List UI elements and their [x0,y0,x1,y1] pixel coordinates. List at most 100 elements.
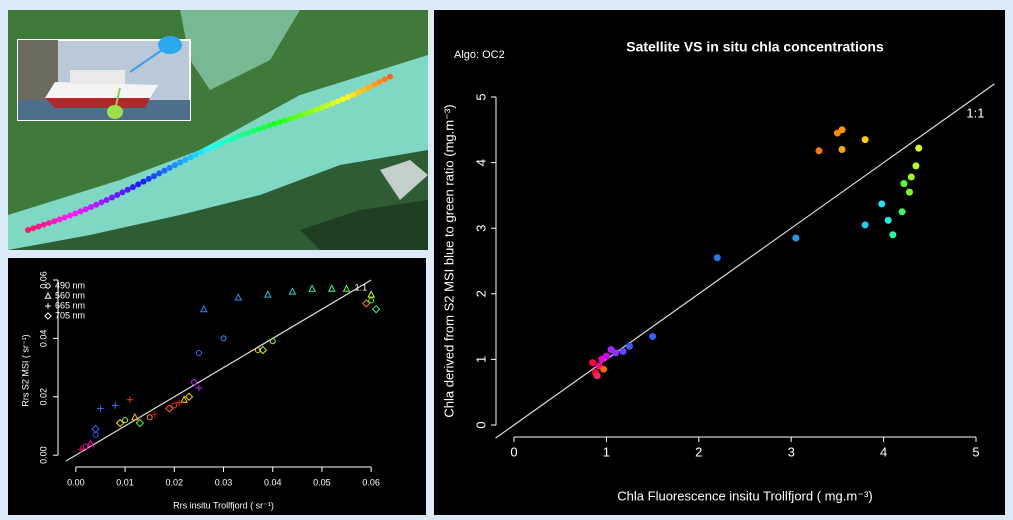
track-dot [62,214,68,220]
track-dot [125,187,131,193]
point [839,146,846,153]
point [862,221,869,228]
track-dot [67,212,73,218]
track-dot [356,89,362,95]
point [862,136,869,143]
point [906,189,913,196]
track-dot [224,138,230,144]
x-tick-label: 0.03 [215,477,233,487]
track-dot [41,222,47,228]
track-dot [35,224,41,230]
legend-label: 705 nm [55,310,85,320]
track-dot [151,173,157,179]
x-tick-label: 3 [788,444,795,459]
track-dot [93,202,99,208]
track-dot [361,87,367,93]
track-dot [308,108,314,114]
y-tick-label: 3 [473,225,488,232]
track-dot [245,130,251,136]
track-dot [345,94,351,100]
legend-label: 560 nm [55,290,85,300]
track-dot [25,227,31,233]
track-dot [324,103,330,109]
x-tick-label: 0.01 [116,477,134,487]
track-dot [83,206,89,212]
x-tick-label: 1 [603,444,610,459]
y-tick-label: 4 [473,159,488,166]
point [603,353,610,360]
track-dot [256,126,262,132]
point [900,180,907,187]
track-dot [235,134,241,140]
track-dot [172,162,178,168]
track-dot [366,84,372,90]
track-dot [350,92,356,98]
track-dot [209,144,215,150]
point [612,349,619,356]
track-dot [109,195,115,201]
track-dot [298,112,304,118]
track-dot [329,101,335,107]
y-tick-label: 0 [473,421,488,428]
x-tick-label: 2 [695,444,702,459]
track-dot [30,225,36,231]
track-dot [377,79,383,85]
point [792,235,799,242]
track-dot [135,181,141,187]
track-dot [56,216,62,222]
track-dot [266,123,272,129]
legend-label: 490 nm [55,280,85,290]
satellite-image [8,10,428,250]
point [589,359,596,366]
y-axis-label: Chla derived from S2 MSI blue to green r… [441,104,456,417]
x-tick-label: 0.05 [313,477,331,487]
y-tick-label: 1 [473,356,488,363]
track-dot [182,157,188,163]
point [915,145,922,152]
y-tick-label: 0.00 [38,446,48,464]
track-dot [161,168,167,174]
point [912,162,919,169]
track-dot [382,76,388,82]
point [889,231,896,238]
track-dot [203,147,209,153]
x-axis-label: Chla Fluorescence insitu Trollfjord ( mg… [617,488,872,503]
point [899,208,906,215]
track-dot [114,192,120,198]
track-dot [104,197,110,203]
track-dot [214,142,220,148]
track-dot [371,82,377,88]
track-dot [193,152,199,158]
x-tick-label: 0.04 [264,477,282,487]
point [839,126,846,133]
sensor-blob [107,105,123,119]
ship-bottom [45,98,150,108]
y-axis-label: Rrs S2 MSI ( sr⁻¹) [20,334,30,406]
point [626,343,633,350]
track-dot [251,128,257,134]
y-tick-label: 0.02 [38,388,48,406]
track-dot [198,149,204,155]
track-dot [130,184,136,190]
track-dot [293,114,299,120]
point [885,217,892,224]
track-dot [77,208,83,214]
track-dot [287,116,293,122]
track-dot [219,140,225,146]
track-dot [335,98,341,104]
chart-title: Satellite VS in situ chla concentrations [626,39,884,55]
figure: 0123450123451:1Satellite VS in situ chla… [0,0,1013,520]
track-dot [119,189,125,195]
track-dot [188,154,194,160]
point [714,254,721,261]
track-dot [240,132,246,138]
right-panel [434,10,1005,515]
y-tick-label: 5 [473,93,488,100]
point [908,174,915,181]
annotation: Algo: OC2 [454,49,505,61]
x-axis-label: Rrs insitu Trollfjord ( sr⁻¹) [173,500,274,510]
sensor-blob [158,36,182,54]
point [594,372,601,379]
line-label: 1:1 [966,105,984,120]
point [878,200,885,207]
